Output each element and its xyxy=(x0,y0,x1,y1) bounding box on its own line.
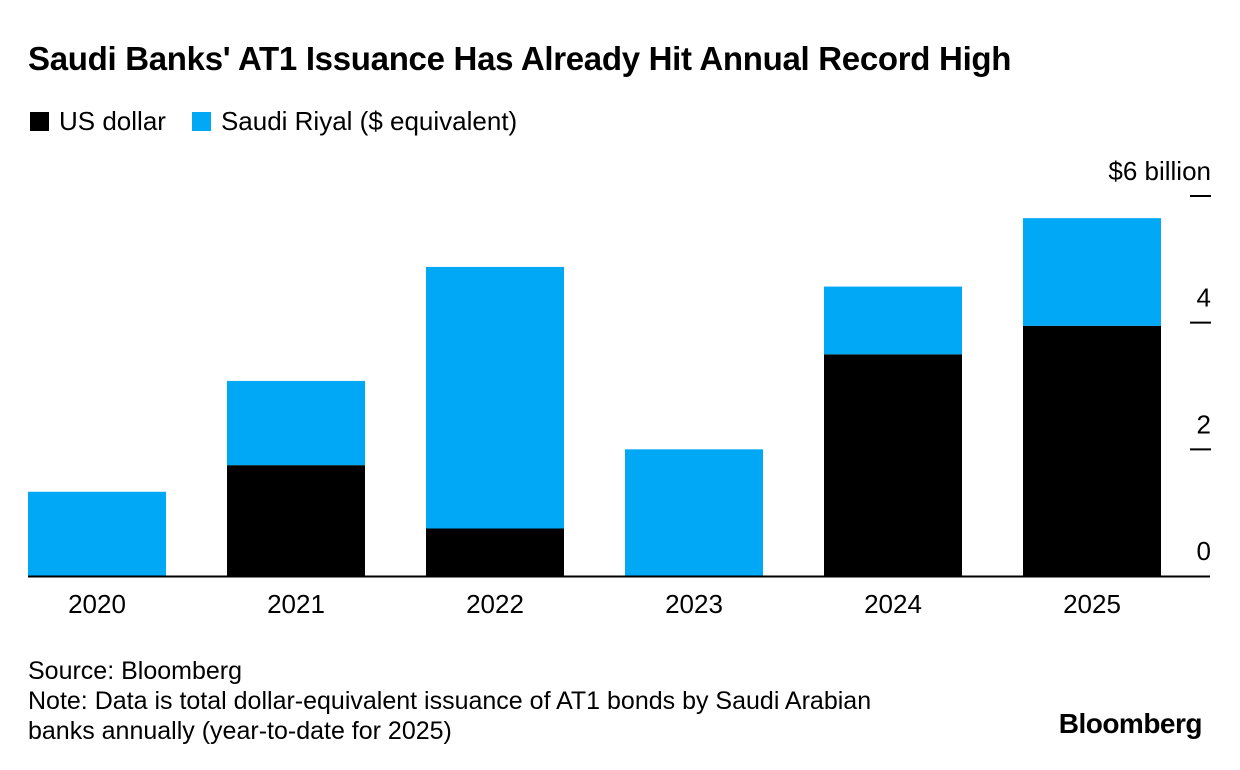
bar-chart: 0 2 4 $6 billion 2020 2021 2022 2023 2024 2025 xyxy=(28,156,1211,619)
legend-label-saudi-riyal: Saudi Riyal ($ equivalent) xyxy=(220,106,518,136)
x-tick-label-2020: 2020 xyxy=(68,589,126,619)
x-tick-label-2021: 2021 xyxy=(267,589,325,619)
legend: US dollar Saudi Riyal ($ equivalent) xyxy=(30,106,543,137)
bar-2023-saudi-riyal xyxy=(625,449,763,576)
note-line-1: Note: Data is total dollar-equivalent is… xyxy=(28,687,872,715)
y-tick-label-2: 2 xyxy=(1197,409,1211,439)
bar-2020-saudi-riyal xyxy=(28,491,166,576)
footer: Source: Bloomberg Note: Data is total do… xyxy=(28,656,871,746)
bar-2024-saudi-riyal xyxy=(824,286,962,355)
legend-item-saudi-riyal: Saudi Riyal ($ equivalent) xyxy=(191,106,518,137)
note-line-2: banks annually (year-to-date for 2025) xyxy=(28,717,452,745)
x-tick-label-2023: 2023 xyxy=(665,589,723,619)
bar-2021-us-dollar xyxy=(227,465,365,576)
bar-2021-saudi-riyal xyxy=(227,380,365,466)
y-tick-label-0: 0 xyxy=(1197,536,1211,566)
bar-2025-saudi-riyal xyxy=(1023,218,1161,326)
bar-2024-us-dollar xyxy=(824,354,962,576)
bar-2022-us-dollar xyxy=(426,528,564,576)
y-tick-label-4: 4 xyxy=(1197,283,1211,313)
chart-title: Saudi Banks' AT1 Issuance Has Already Hi… xyxy=(28,40,1012,77)
x-tick-label-2024: 2024 xyxy=(864,589,922,619)
bloomberg-logo: Bloomberg xyxy=(1058,708,1203,739)
bar-2025-us-dollar xyxy=(1023,325,1161,576)
source-note: Source: Bloomberg xyxy=(28,657,243,685)
bar-2022-saudi-riyal xyxy=(426,266,564,529)
legend-item-us-dollar: US dollar xyxy=(30,106,166,137)
x-tick-label-2025: 2025 xyxy=(1063,589,1121,619)
legend-swatch-saudi-riyal xyxy=(191,112,211,131)
legend-label-us-dollar: US dollar xyxy=(59,106,166,136)
x-tick-label-2022: 2022 xyxy=(466,589,524,619)
y-tick-label-6: $6 billion xyxy=(1108,156,1211,186)
legend-swatch-us-dollar xyxy=(30,112,49,131)
